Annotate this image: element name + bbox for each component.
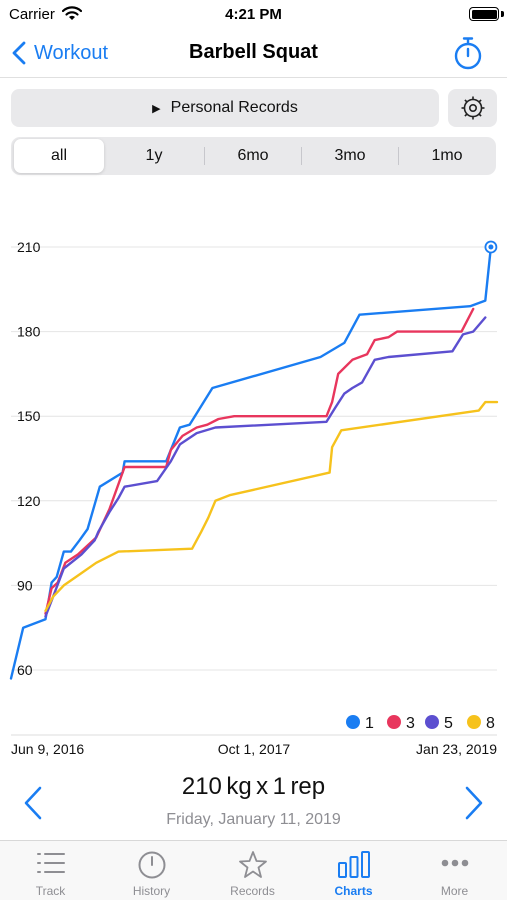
personal-records-label: Personal Records <box>170 99 298 116</box>
chart-settings-button[interactable] <box>448 89 497 127</box>
series-line-3 <box>44 307 475 615</box>
x-tick-label: Jun 9, 2016 <box>11 741 84 757</box>
legend-label-3: 3 <box>406 715 415 732</box>
record-summary: 210 kg x 1 rep <box>0 773 507 801</box>
list-icon <box>36 853 65 873</box>
tab-records[interactable]: Records <box>202 841 303 900</box>
tab-more-label: More <box>440 884 469 898</box>
tab-bar: Track History Records <box>0 840 507 900</box>
chevron-left-icon <box>12 41 26 65</box>
legend-swatch-1 <box>346 715 360 729</box>
stopwatch-button[interactable] <box>453 36 483 75</box>
legend-swatch-5 <box>425 715 439 729</box>
legend-swatch-3 <box>387 715 401 729</box>
battery-icon <box>469 7 499 21</box>
segment-divider <box>204 147 205 165</box>
status-bar: Carrier 4:21 PM <box>0 0 507 30</box>
legend-label-1: 1 <box>365 715 374 732</box>
segment-6mo[interactable]: 6mo <box>237 147 269 164</box>
tab-more[interactable]: More <box>404 841 505 900</box>
more-icon <box>441 859 468 867</box>
battery-tip <box>501 11 504 17</box>
tab-records-label: Records <box>230 884 275 898</box>
series-line-1 <box>9 245 493 680</box>
personal-records-button[interactable]: ▶ Personal Records <box>11 89 439 127</box>
record-rep-unit: rep <box>290 773 326 800</box>
y-tick-label: 210 <box>17 239 41 255</box>
legend-label-8: 8 <box>486 715 495 732</box>
tab-charts-label: Charts <box>334 884 373 898</box>
x-tick-label: Oct 1, 2017 <box>218 741 291 757</box>
y-tick-label: 120 <box>17 493 41 509</box>
stopwatch-icon <box>454 37 482 70</box>
legend-swatch-8 <box>467 715 481 729</box>
next-record-button[interactable] <box>464 786 484 820</box>
segment-divider <box>398 147 399 165</box>
star-icon <box>238 851 267 878</box>
segment-divider <box>301 147 302 165</box>
tab-track-label: Track <box>35 884 66 898</box>
tab-charts[interactable]: Charts <box>303 841 404 900</box>
tab-track[interactable]: Track <box>0 841 101 900</box>
play-triangle-icon: ▶ <box>152 102 161 115</box>
segment-1mo[interactable]: 1mo <box>431 147 463 164</box>
segment-3mo[interactable]: 3mo <box>334 147 366 164</box>
records-line-chart[interactable]: 60 90 120 150 180 210 1 3 5 8 Jun 9, 2016 Oct 1, 20… <box>0 180 507 780</box>
navigation-bar: Workout Barbell Squat <box>0 30 507 78</box>
series-line-5 <box>44 316 487 618</box>
clock-icon <box>138 851 165 879</box>
highlighted-record-marker-dot <box>488 244 494 250</box>
tab-history-label: History <box>132 884 171 898</box>
carrier-label: Carrier <box>9 6 55 23</box>
back-label: Workout <box>34 41 109 64</box>
back-button[interactable]: Workout <box>12 38 108 68</box>
record-date: Friday, January 11, 2019 <box>166 811 341 828</box>
y-tick-label: 150 <box>17 408 41 424</box>
gear-icon <box>461 96 484 120</box>
bar-chart-icon <box>337 851 370 878</box>
previous-record-button[interactable] <box>23 786 43 820</box>
tab-history[interactable]: History <box>101 841 202 900</box>
clock-time: 4:21 PM <box>225 6 282 23</box>
wifi-icon <box>61 6 83 26</box>
record-reps: 1 <box>272 773 286 800</box>
page-title: Barbell Squat <box>189 41 318 63</box>
record-times-sign: x <box>256 773 269 800</box>
segment-1y[interactable]: 1y <box>145 147 163 164</box>
record-weight-unit: kg <box>226 773 252 800</box>
y-tick-label: 90 <box>17 577 33 593</box>
series-line-8 <box>44 400 499 612</box>
segment-all[interactable]: all <box>14 139 104 173</box>
y-tick-label: 60 <box>17 662 33 678</box>
y-tick-label: 180 <box>17 324 41 340</box>
legend-label-5: 5 <box>444 715 453 732</box>
time-range-segmented-control: all 1y 6mo 3mo 1mo <box>11 137 496 175</box>
record-weight: 210 <box>181 773 222 800</box>
x-tick-label: Jan 23, 2019 <box>416 741 497 757</box>
